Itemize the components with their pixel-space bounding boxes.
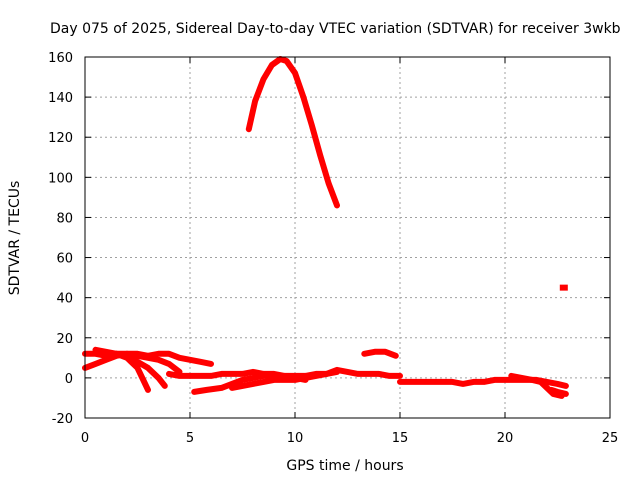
x-tick-label: 15 — [392, 431, 409, 446]
y-tick-label: 0 — [65, 372, 73, 387]
series-arc-b — [82, 350, 183, 375]
series-arc-g — [229, 368, 340, 391]
series-arc-j — [508, 372, 565, 399]
y-tick-label: 100 — [48, 171, 73, 186]
x-tick-label: 0 — [81, 431, 89, 446]
x-tick-label: 20 — [497, 431, 514, 446]
data-point-point — [559, 284, 568, 291]
y-axis-label: SDTVAR / TECUs — [7, 181, 23, 296]
x-tick-label: 5 — [186, 431, 194, 446]
y-tick-label: -20 — [52, 412, 73, 427]
y-tick-label: 160 — [48, 51, 73, 66]
x-axis-ticks: 0 5 10 15 20 25 — [81, 57, 618, 446]
series-arc-high — [245, 56, 340, 209]
x-tick-label: 10 — [287, 431, 304, 446]
y-tick-label: 40 — [56, 292, 73, 307]
y-axis-ticks: -20 0 20 40 60 80 100 120 140 160 — [48, 51, 610, 427]
y-tick-label: 120 — [48, 131, 73, 146]
plot-frame — [84, 56, 611, 419]
chart-title: Day 075 of 2025, Sidereal Day-to-day VTE… — [50, 21, 621, 37]
data-series — [82, 56, 569, 399]
y-tick-label: 20 — [56, 332, 73, 347]
series-arc-d — [113, 350, 168, 389]
x-axis-label: GPS time / hours — [286, 458, 403, 474]
series-arc-h — [361, 348, 399, 359]
x-tick-label: 25 — [602, 431, 619, 446]
y-tick-label: 60 — [56, 252, 73, 267]
point-marker — [559, 284, 568, 291]
y-tick-label: 140 — [48, 91, 73, 106]
y-tick-label: 80 — [56, 211, 73, 226]
series-arc-k — [548, 386, 569, 397]
